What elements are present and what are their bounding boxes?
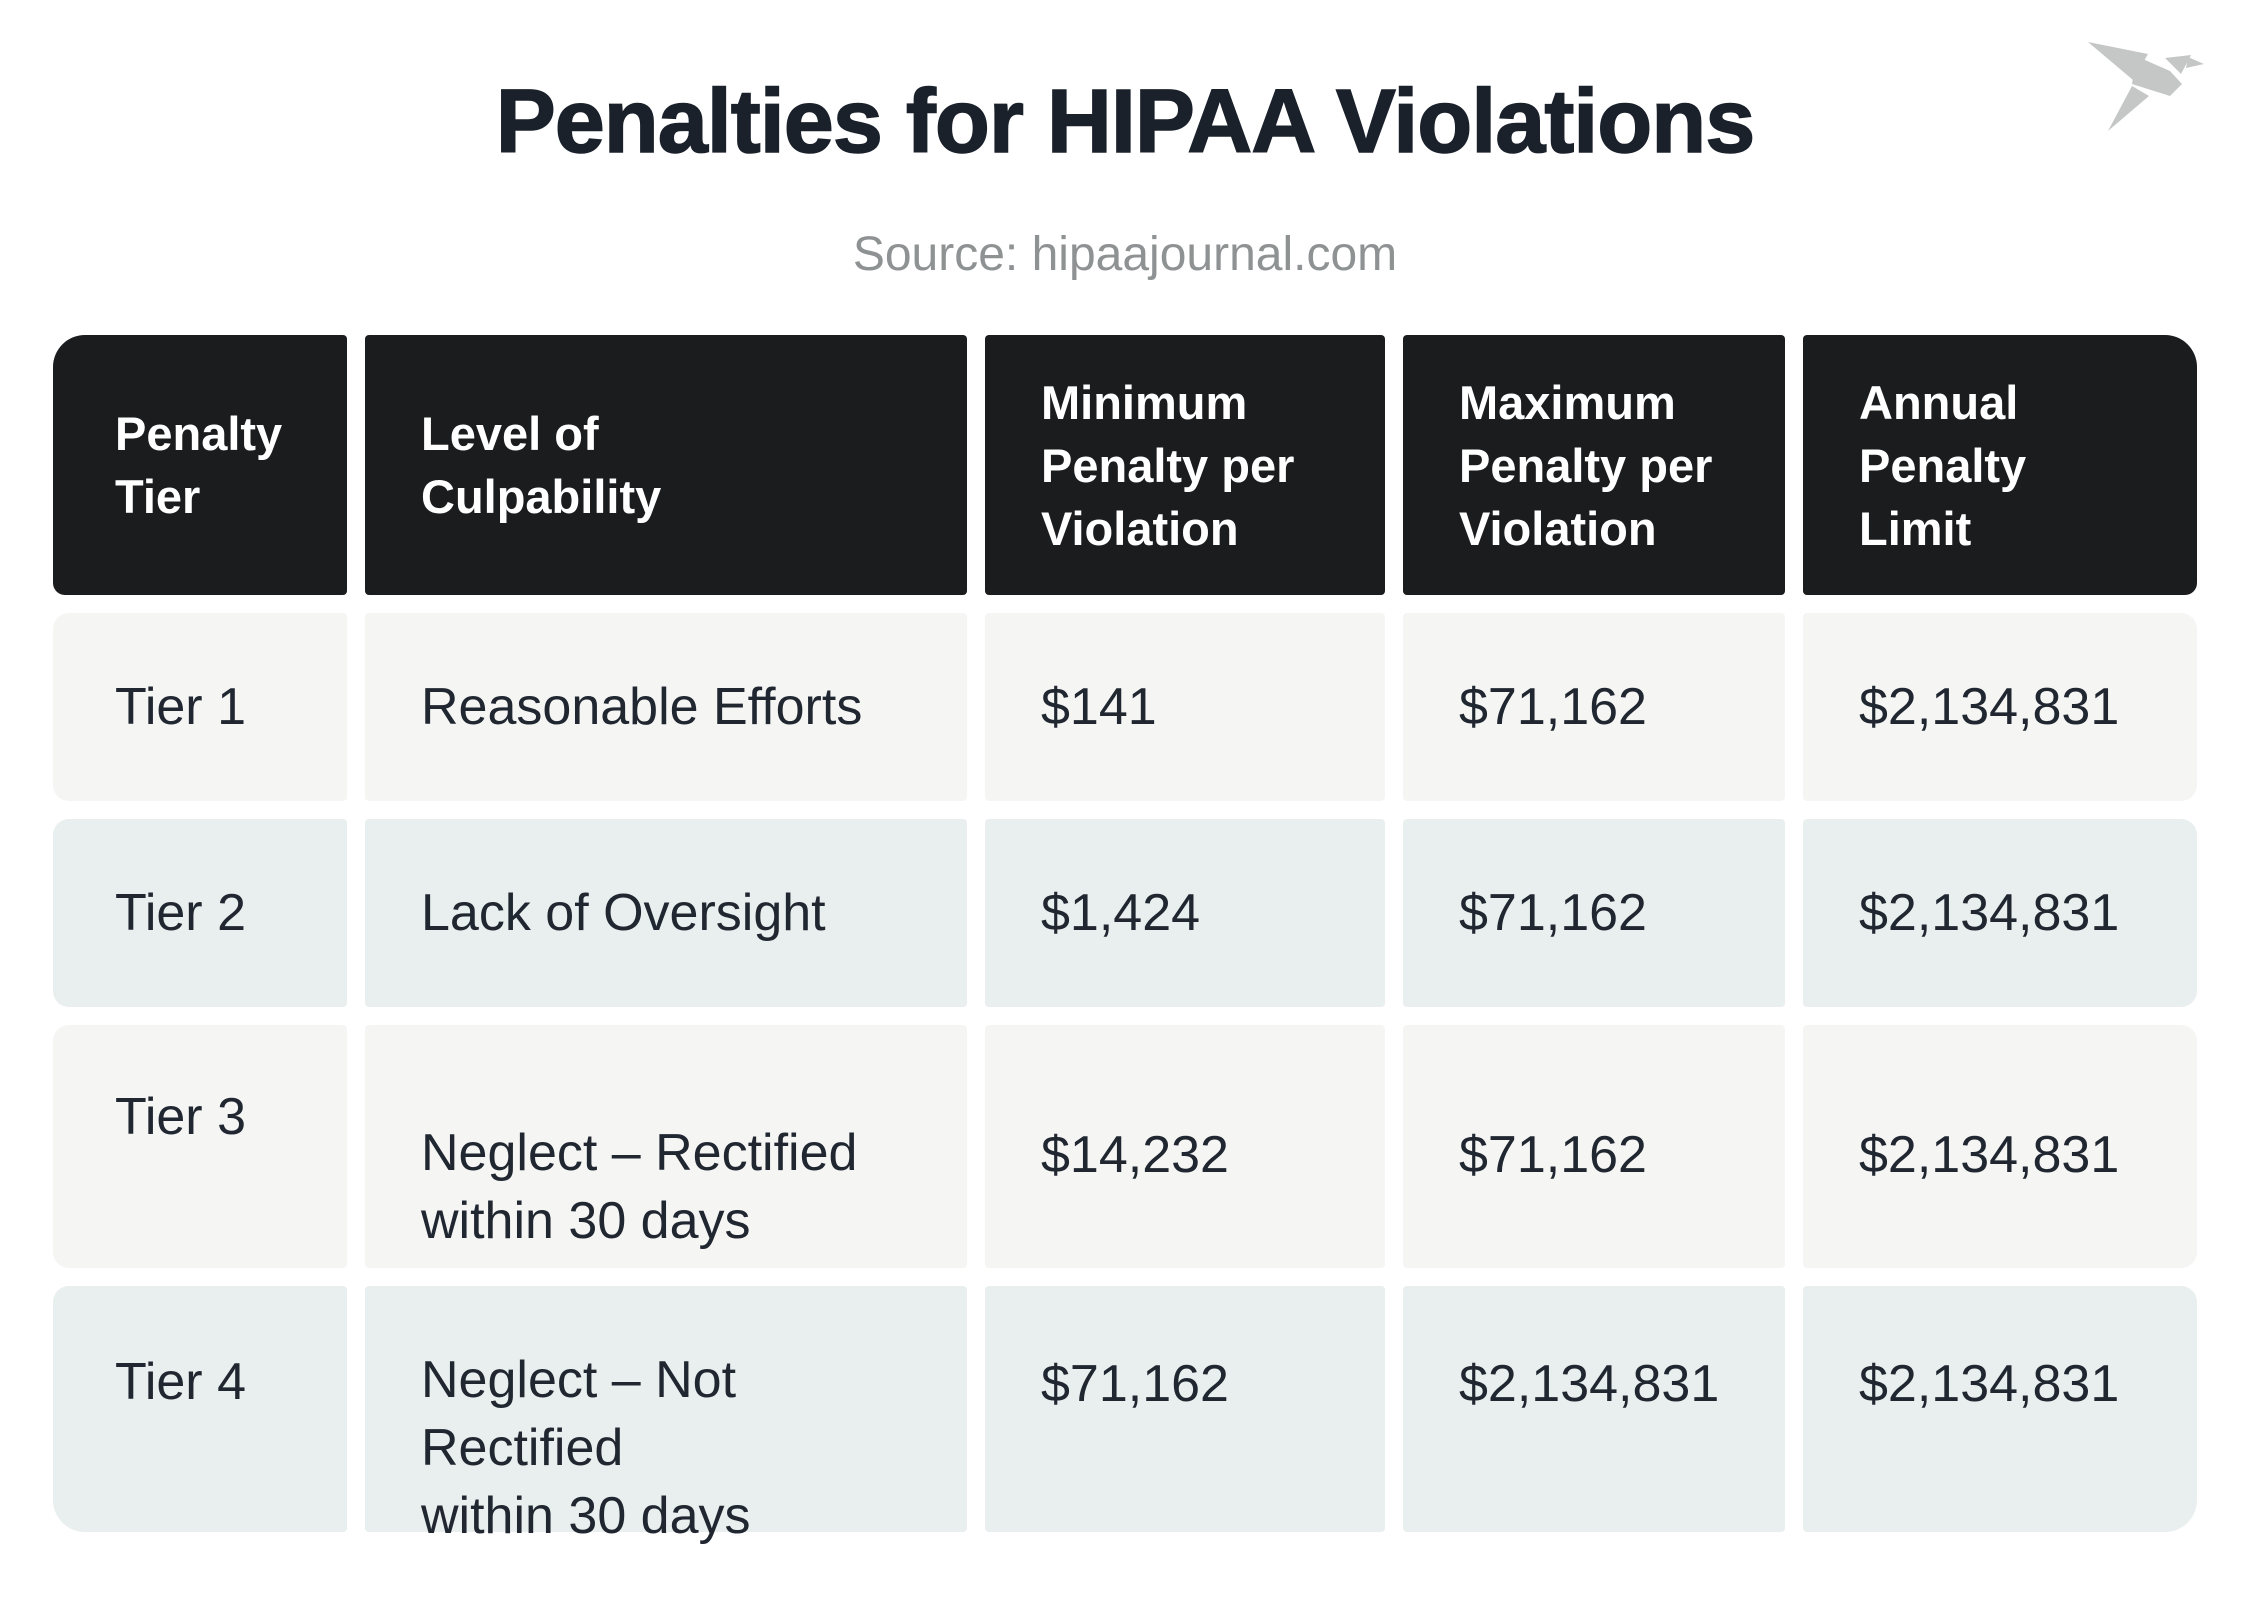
row2-culpability-cell: Lack of Oversight <box>365 819 967 1007</box>
row4-min-penalty-cell: $71,162 <box>985 1286 1385 1532</box>
row4-max-penalty-cell: $2,134,831 <box>1403 1286 1785 1532</box>
row2-tier-cell: Tier 2 <box>53 819 347 1007</box>
row3-culpability-cell: Neglect – Rectified within 30 days <box>365 1025 967 1268</box>
penalties-table: Penalty Tier Level of Culpability Minimu… <box>53 335 2197 1545</box>
column-header-maximum-penalty: Maximum Penalty per Violation <box>1403 335 1785 595</box>
row3-max-penalty-cell: $71,162 <box>1403 1025 1785 1268</box>
row4-culpability-cell: Neglect – Not Rectified within 30 days <box>365 1286 967 1545</box>
row1-max-penalty-cell: $71,162 <box>1403 613 1785 801</box>
row3-min-penalty-cell: $14,232 <box>985 1025 1385 1268</box>
row1-tier-cell: Tier 1 <box>53 613 347 801</box>
column-header-level-of-culpability: Level of Culpability <box>365 335 967 595</box>
row1-annual-limit-cell: $2,134,831 <box>1803 613 2197 801</box>
row1-min-penalty-cell: $141 <box>985 613 1385 801</box>
column-header-annual-penalty-limit: Annual Penalty Limit <box>1803 335 2197 595</box>
row1-culpability-cell: Reasonable Efforts <box>365 613 967 801</box>
origami-bird-logo-icon <box>2088 42 2204 131</box>
column-header-minimum-penalty: Minimum Penalty per Violation <box>985 335 1385 595</box>
row2-annual-limit-cell: $2,134,831 <box>1803 819 2197 1007</box>
row4-tier-cell: Tier 4 <box>53 1286 347 1532</box>
source-caption: Source: hipaajournal.com <box>852 228 1398 281</box>
row2-max-penalty-cell: $71,162 <box>1403 819 1785 1007</box>
row3-tier-cell: Tier 3 <box>53 1025 347 1268</box>
column-header-penalty-tier: Penalty Tier <box>53 335 347 595</box>
row2-min-penalty-cell: $1,424 <box>985 819 1385 1007</box>
page-title: Penalties for HIPAA Violations <box>495 71 1756 173</box>
row4-annual-limit-cell: $2,134,831 <box>1803 1286 2197 1532</box>
row3-annual-limit-cell: $2,134,831 <box>1803 1025 2197 1268</box>
